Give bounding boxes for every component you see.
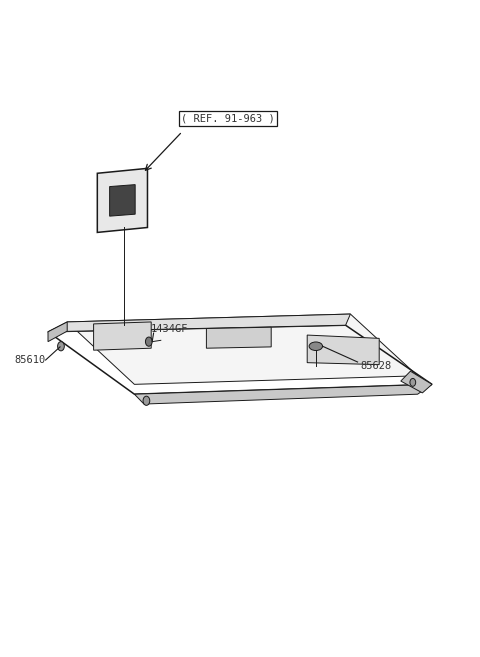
Polygon shape	[67, 314, 418, 384]
Circle shape	[145, 337, 152, 346]
Text: 85610: 85610	[14, 355, 46, 365]
Polygon shape	[48, 314, 350, 332]
Polygon shape	[401, 371, 432, 393]
Circle shape	[143, 396, 150, 405]
Polygon shape	[97, 168, 147, 233]
Polygon shape	[94, 322, 151, 350]
Polygon shape	[206, 327, 271, 348]
Ellipse shape	[309, 342, 323, 351]
Text: 1434GF: 1434GF	[151, 323, 189, 334]
Circle shape	[410, 378, 416, 386]
Polygon shape	[48, 322, 67, 342]
Polygon shape	[307, 335, 379, 365]
Text: 85628: 85628	[360, 361, 391, 371]
Text: ( REF. 91-963 ): ( REF. 91-963 )	[181, 113, 275, 124]
Circle shape	[58, 342, 64, 351]
Polygon shape	[109, 185, 135, 216]
Polygon shape	[134, 384, 432, 404]
